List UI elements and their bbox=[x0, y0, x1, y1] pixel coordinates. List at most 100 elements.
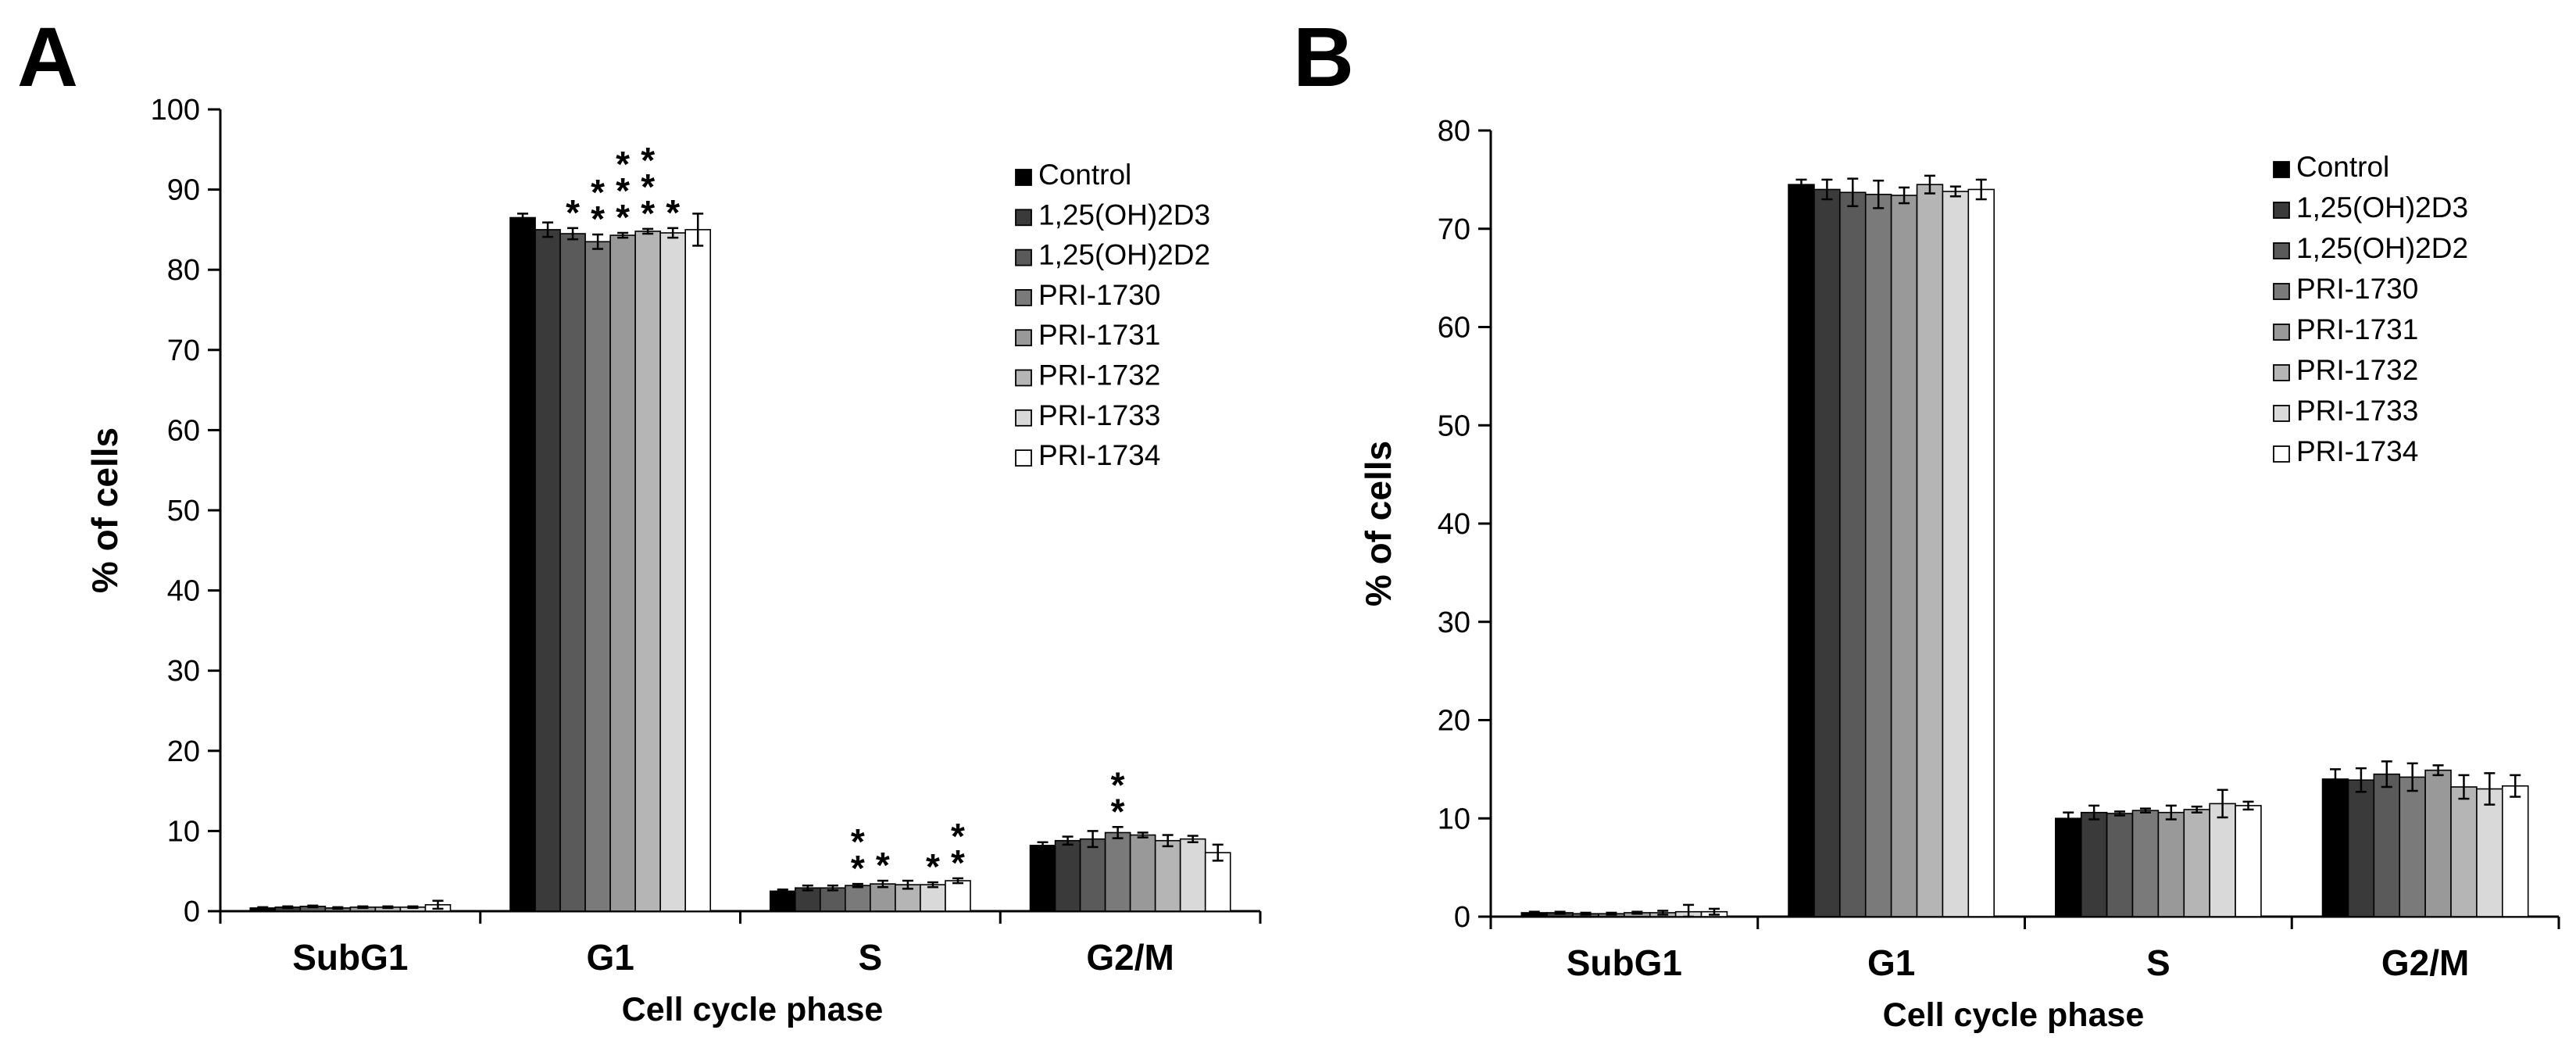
x-tick-label-b: S bbox=[2146, 942, 2170, 983]
legend-label-b: Control bbox=[2296, 151, 2389, 183]
bar-a bbox=[1029, 845, 1056, 912]
legend-label-b: PRI-1731 bbox=[2296, 313, 2418, 345]
y-tick-label-a: 90 bbox=[167, 174, 200, 207]
y-axis-title-a: % of cells bbox=[84, 427, 125, 593]
bar-a bbox=[1154, 839, 1181, 912]
bar-a bbox=[920, 884, 946, 912]
bar-a bbox=[1204, 852, 1231, 912]
bar-b bbox=[2055, 817, 2082, 917]
bar-a bbox=[584, 241, 611, 912]
bar-b bbox=[1967, 188, 1995, 917]
bar-a bbox=[820, 887, 846, 912]
bar-a bbox=[1079, 838, 1106, 912]
legend-swatch-b bbox=[2273, 202, 2290, 219]
bar-b bbox=[2502, 785, 2529, 917]
significance-marker-a: * * * bbox=[641, 140, 655, 234]
bar-a bbox=[1129, 834, 1156, 912]
legend-label-a: 1,25(OH)2D2 bbox=[1038, 239, 1210, 271]
significance-marker-a: * * bbox=[851, 821, 865, 889]
significance-marker-a: * * bbox=[1111, 764, 1125, 831]
y-tick-label-b: 30 bbox=[1438, 606, 1470, 639]
x-tick-label-a: SubG1 bbox=[292, 937, 408, 978]
bar-a bbox=[1179, 838, 1206, 912]
legend-label-b: PRI-1730 bbox=[2296, 273, 2418, 305]
bar-a bbox=[1104, 831, 1131, 912]
bar-b bbox=[2235, 805, 2262, 917]
bar-b bbox=[2399, 776, 2426, 917]
legend-label-a: PRI-1731 bbox=[1038, 319, 1160, 351]
x-tick-label-b: SubG1 bbox=[1567, 942, 1682, 983]
bar-b bbox=[1916, 184, 1944, 917]
y-tick-label-b: 0 bbox=[1454, 901, 1470, 934]
bar-b bbox=[1864, 193, 1892, 917]
legend-label-a: PRI-1732 bbox=[1038, 359, 1160, 392]
bar-b bbox=[2106, 813, 2134, 917]
significance-marker-a: * bbox=[926, 846, 940, 887]
y-tick-label-a: 40 bbox=[167, 575, 200, 608]
legend-label-a: Control bbox=[1038, 159, 1131, 191]
x-tick-label-b: G1 bbox=[1867, 942, 1915, 983]
y-tick-label-a: 100 bbox=[151, 94, 200, 127]
legend-swatch-a bbox=[1015, 409, 1032, 427]
legend-label-b: 1,25(OH)2D2 bbox=[2296, 232, 2468, 264]
legend-swatch-a bbox=[1015, 288, 1032, 306]
bar-b bbox=[2450, 786, 2478, 917]
legend-label-b: 1,25(OH)2D3 bbox=[2296, 191, 2468, 223]
bar-a bbox=[609, 234, 636, 912]
y-tick-label-b: 50 bbox=[1438, 409, 1470, 442]
significance-marker-a: * * bbox=[591, 172, 605, 239]
bar-a bbox=[684, 229, 712, 912]
y-tick-label-a: 30 bbox=[167, 655, 200, 688]
y-tick-label-a: 80 bbox=[167, 254, 200, 287]
bar-a bbox=[659, 232, 687, 912]
legend-swatch-b bbox=[2273, 283, 2290, 300]
bar-b bbox=[1839, 191, 1867, 917]
x-tick-label-a: G2/M bbox=[1086, 937, 1174, 978]
bar-b bbox=[2080, 811, 2108, 917]
significance-marker-a: * * * bbox=[616, 144, 630, 238]
chart-b: 0 10 20 30 40 50 60 70 80 SubG1 G1 S G2/M Control 1,25… bbox=[1358, 115, 2560, 1034]
bar-b bbox=[1788, 184, 1815, 917]
legend-swatch-a bbox=[1015, 169, 1032, 186]
x-tick-label-b: G2/M bbox=[2381, 942, 2469, 983]
significance-marker-a: * bbox=[666, 192, 680, 233]
significance-marker-a: * bbox=[876, 845, 890, 885]
legend-swatch-b bbox=[2273, 445, 2290, 463]
x-tick-label-a: S bbox=[859, 937, 883, 978]
bar-b bbox=[1813, 188, 1841, 917]
significance-marker-a: * * bbox=[951, 816, 965, 883]
panel-label-b: B bbox=[1293, 9, 1354, 104]
legend-label-a: PRI-1734 bbox=[1038, 439, 1160, 471]
y-tick-label-b: 20 bbox=[1438, 705, 1470, 738]
legend-swatch-b bbox=[2273, 364, 2290, 381]
legend-label-a: PRI-1730 bbox=[1038, 279, 1160, 311]
bar-b bbox=[2183, 809, 2210, 917]
bar-a bbox=[559, 233, 586, 912]
x-axis-title-a: Cell cycle phase bbox=[622, 991, 884, 1028]
y-tick-label-b: 80 bbox=[1438, 115, 1470, 148]
legend-swatch-b bbox=[2273, 242, 2290, 259]
legend-label-b: PRI-1733 bbox=[2296, 395, 2418, 427]
y-tick-label-a: 70 bbox=[167, 334, 200, 367]
bar-a bbox=[845, 885, 871, 912]
significance-marker-a: * bbox=[566, 192, 580, 233]
bar-b bbox=[2209, 803, 2236, 917]
legend-swatch-a bbox=[1015, 249, 1032, 266]
bar-b bbox=[2424, 769, 2452, 917]
panel-label-a: A bbox=[17, 9, 78, 104]
x-tick-label-a: G1 bbox=[586, 937, 634, 978]
bar-a bbox=[794, 887, 821, 912]
bar-b bbox=[2157, 811, 2185, 917]
y-tick-label-b: 60 bbox=[1438, 312, 1470, 345]
legend-swatch-a bbox=[1015, 209, 1032, 227]
y-tick-label-a: 60 bbox=[167, 414, 200, 447]
legend-swatch-b bbox=[2273, 405, 2290, 422]
bar-a bbox=[509, 216, 536, 912]
y-tick-label-b: 70 bbox=[1438, 213, 1470, 246]
bar-a bbox=[945, 880, 971, 912]
legend-swatch-a bbox=[1015, 449, 1032, 467]
bar-b bbox=[1890, 195, 1918, 917]
y-tick-label-a: 10 bbox=[167, 815, 200, 848]
